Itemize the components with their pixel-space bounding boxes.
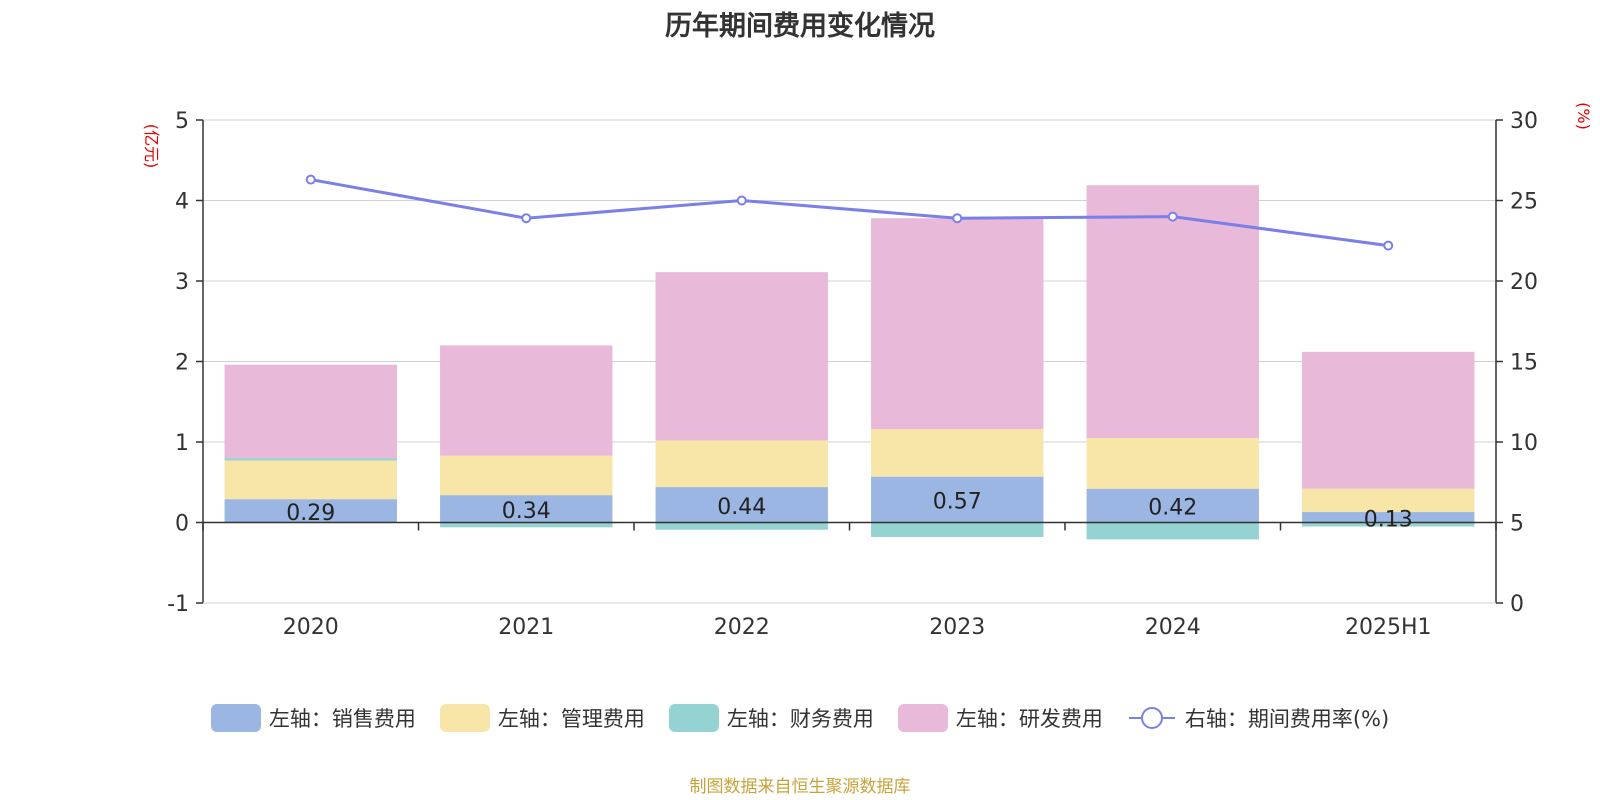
bar-segment-s2 [224, 458, 397, 461]
y-right-tick-label: 30 [1510, 109, 1538, 134]
legend-item-finance[interactable]: 左轴：财务费用 [668, 703, 874, 733]
legend-label-admin: 左轴：管理费用 [497, 707, 645, 731]
bar-segment-s3 [655, 272, 828, 441]
y-left-tick-label: 4 [175, 190, 189, 215]
legend-item-admin[interactable]: 左轴：管理费用 [439, 703, 645, 733]
legend-item-rnd[interactable]: 左轴：研发费用 [897, 703, 1103, 733]
bar-segment-s0 [871, 476, 1044, 523]
legend-swatch-finance [668, 704, 719, 732]
bar-segment-s2 [655, 522, 828, 530]
bar-segment-s1 [1302, 488, 1475, 513]
legend: 左轴：销售费用 左轴：管理费用 左轴：财务费用 左轴：研发费用 右轴：期间费用率… [0, 703, 1600, 733]
y-left-tick-label: 1 [175, 431, 189, 456]
rate-point [521, 213, 532, 224]
legend-label-sales: 左轴：销售费用 [268, 707, 416, 731]
legend-swatch-sales [210, 704, 261, 732]
chart-plot: -1 0 1 2 3 4 5 (亿元) 0 5 10 15 20 25 30 (%) 2020 2021 2022 2… [142, 102, 1593, 640]
y-right-tick-label: 15 [1510, 351, 1538, 376]
y-right-tick-label: 25 [1510, 190, 1538, 215]
bar-segment-s2 [440, 522, 613, 528]
bar-segment-s2 [1086, 522, 1259, 540]
y-left-tick-label: 2 [175, 351, 189, 376]
data-label: 0.42 [1148, 496, 1197, 521]
bar-segment-s0 [440, 495, 613, 523]
x-tick-label: 2022 [714, 615, 770, 640]
data-label: 0.29 [286, 501, 335, 526]
rate-point [1167, 211, 1178, 222]
bar-segment-s1 [871, 429, 1044, 477]
data-label: 0.13 [1364, 507, 1413, 532]
legend-swatch-admin [439, 704, 490, 732]
legend-line-marker-icon [1128, 707, 1175, 729]
bar-segment-s2 [871, 522, 1044, 537]
y-axis-right-unit: (%) [1574, 102, 1593, 130]
chart-title: 历年期间费用变化情况 [665, 11, 935, 42]
rate-line [310, 178, 1389, 248]
bar-segment-s3 [1086, 185, 1259, 438]
x-tick-label: 2021 [498, 615, 554, 640]
y-axis-left-unit: (亿元) [142, 124, 161, 169]
bar-segment-s0 [1086, 488, 1259, 523]
rate-point [1383, 240, 1394, 251]
x-tick-label: 2020 [283, 615, 339, 640]
data-label: 0.34 [502, 499, 551, 524]
rate-point [952, 213, 963, 224]
y-right-tick-label: 10 [1510, 431, 1538, 456]
bar-segment-s3 [224, 364, 397, 459]
source-footer: 制图数据来自恒生聚源数据库 [689, 777, 911, 797]
rate-point [736, 195, 747, 206]
bar-segment-s0 [655, 487, 828, 523]
legend-label-rnd: 左轴：研发费用 [955, 707, 1103, 731]
x-tick-label: 2023 [929, 615, 985, 640]
legend-swatch-rnd [897, 704, 948, 732]
y-left-tick-label: -1 [167, 592, 189, 617]
legend-item-sales[interactable]: 左轴：销售费用 [210, 703, 416, 733]
data-label: 0.44 [717, 495, 766, 520]
x-tick-label: 2025H1 [1345, 615, 1432, 640]
y-left-tick-label: 5 [175, 109, 189, 134]
y-left-tick-label: 3 [175, 270, 189, 295]
bar-segment-s0 [224, 499, 397, 523]
y-right-tick-label: 0 [1510, 592, 1524, 617]
bar-segment-s2 [1302, 522, 1475, 527]
y-right-tick-label: 5 [1510, 512, 1524, 537]
legend-item-rate[interactable]: 右轴：期间费用率(%) [1127, 703, 1389, 733]
bar-segment-s0 [1302, 512, 1475, 523]
y-left-tick-label: 0 [175, 512, 189, 537]
x-tick-label: 2024 [1145, 615, 1201, 640]
bar-segment-s1 [224, 460, 397, 500]
bar-segment-s1 [1086, 437, 1259, 489]
bar-segment-s3 [440, 345, 613, 456]
bar-segment-s1 [655, 440, 828, 488]
legend-label-finance: 左轴：财务费用 [726, 707, 874, 731]
y-right-tick-label: 20 [1510, 270, 1538, 295]
bar-segment-s1 [440, 455, 613, 496]
data-label: 0.57 [933, 490, 982, 515]
legend-label-rate: 右轴：期间费用率(%) [1184, 707, 1390, 731]
rate-point [305, 174, 316, 185]
bar-segment-s3 [1302, 351, 1475, 489]
bar-segment-s3 [871, 218, 1044, 430]
